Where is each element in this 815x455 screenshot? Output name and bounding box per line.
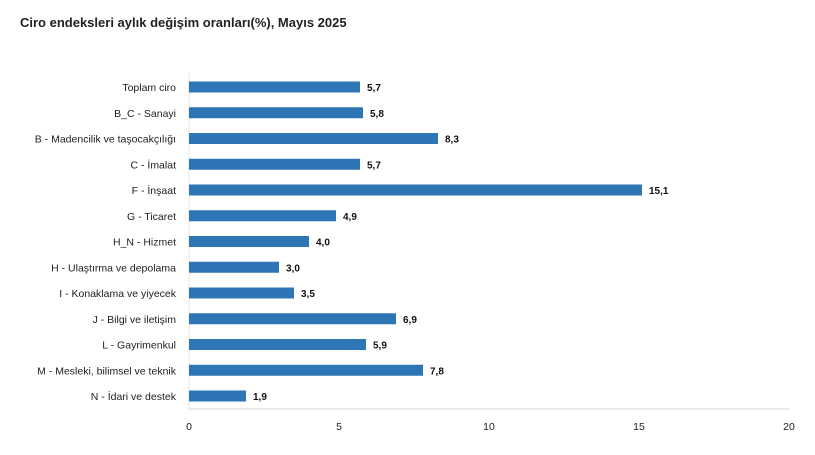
value-label: 5,8 (370, 109, 384, 120)
x-tick-label: 20 (783, 421, 795, 433)
x-tick-label: 5 (336, 421, 342, 433)
x-tick-label: 15 (633, 421, 645, 433)
bar (189, 287, 294, 299)
bar (189, 107, 363, 119)
category-label: B_C - Sanayi (114, 108, 176, 120)
bar (189, 390, 246, 402)
bar (189, 184, 642, 196)
category-label: Toplam ciro (122, 82, 176, 94)
value-label: 5,7 (367, 160, 381, 171)
chart-title: Ciro endeksleri aylık değişim oranları(%… (20, 15, 347, 30)
value-label: 1,9 (253, 392, 267, 403)
category-label: G - Ticaret (127, 211, 176, 223)
category-label: N - İdari ve destek (91, 390, 177, 403)
x-tick-label: 0 (186, 421, 192, 433)
value-label: 5,7 (367, 83, 381, 94)
value-label: 8,3 (445, 135, 459, 146)
x-tick-label: 10 (483, 421, 495, 433)
bar (189, 339, 366, 350)
value-label: 6,9 (403, 315, 417, 326)
value-label: 3,5 (301, 289, 315, 300)
category-label: L - Gayrimenkul (102, 340, 176, 352)
category-label: J - Bilgi ve iletişim (93, 314, 177, 326)
category-label: H_N - Hizmet (113, 237, 176, 249)
bar (189, 133, 438, 144)
value-label: 15,1 (649, 186, 669, 197)
category-label: I - Konaklama ve yiyecek (59, 288, 176, 300)
value-label: 4,0 (316, 238, 330, 249)
bar (189, 81, 360, 93)
bar (189, 236, 309, 247)
category-label: B - Madencilik ve taşocakçılığı (35, 134, 176, 146)
value-label: 5,9 (373, 341, 387, 352)
category-label: H - Ulaştırma ve depolama (51, 262, 176, 274)
bar (189, 210, 336, 222)
category-label: M - Mesleki, bilimsel ve teknik (37, 365, 177, 377)
category-label: C - İmalat (130, 158, 176, 171)
value-label: 7,8 (430, 366, 444, 377)
bar (189, 261, 279, 273)
bar (189, 313, 396, 325)
value-label: 4,9 (343, 212, 357, 223)
value-label: 3,0 (286, 263, 300, 274)
bar (189, 158, 360, 170)
bar (189, 364, 423, 376)
category-label: F - İnşaat (132, 184, 176, 197)
